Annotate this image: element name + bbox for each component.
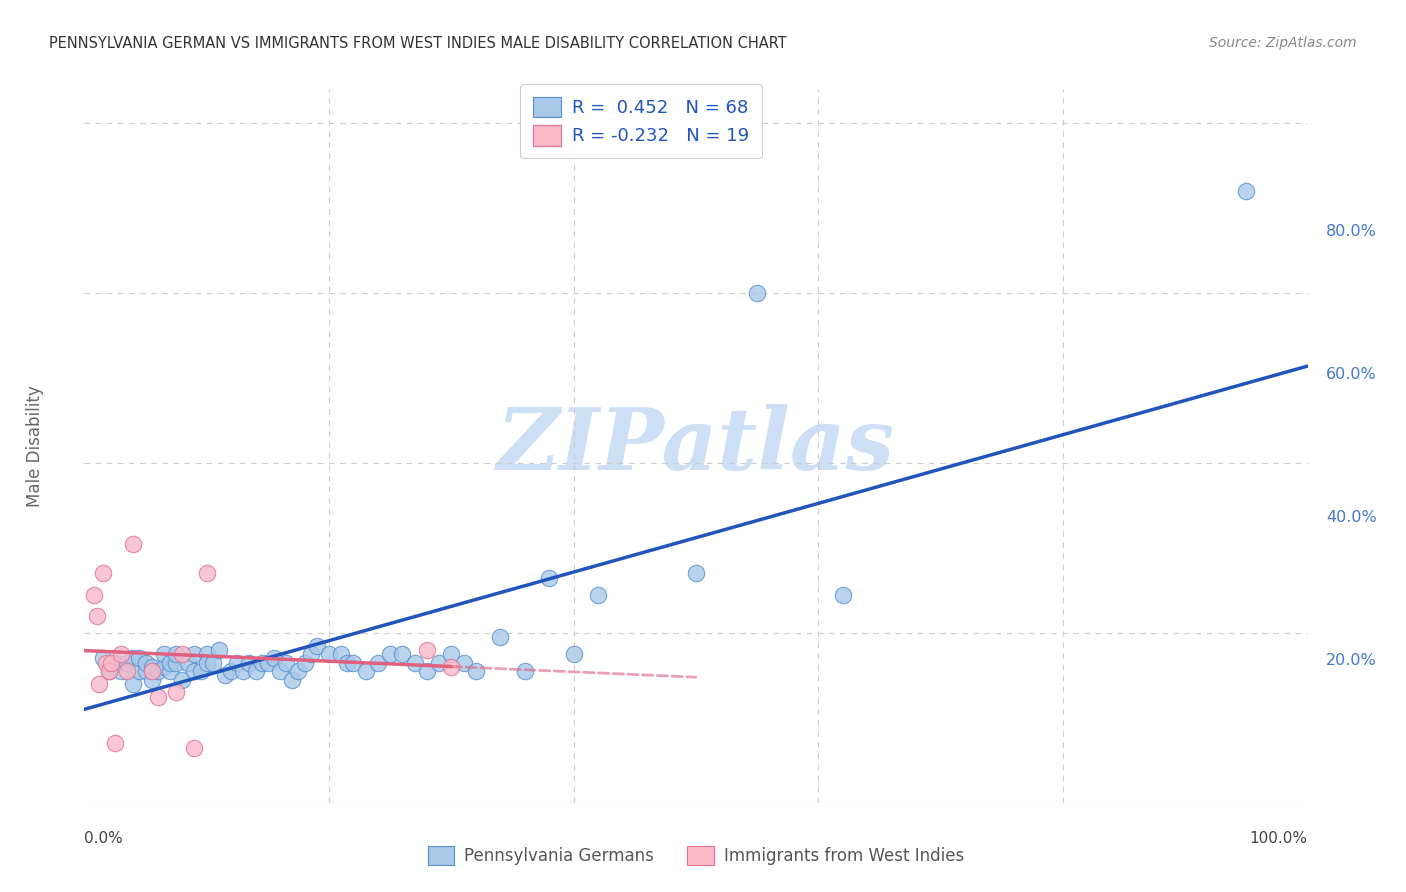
Point — [153, 647, 176, 661]
Point — [195, 656, 218, 670]
Point — [305, 639, 328, 653]
Point — [416, 643, 439, 657]
Point — [115, 664, 138, 678]
Point — [440, 660, 463, 674]
Point — [153, 660, 176, 674]
Point — [100, 656, 122, 670]
Point — [281, 673, 304, 687]
Point — [141, 673, 163, 687]
Text: 40.0%: 40.0% — [1326, 510, 1376, 524]
Point — [342, 656, 364, 670]
Legend: Pennsylvania Germans, Immigrants from West Indies: Pennsylvania Germans, Immigrants from We… — [416, 834, 976, 877]
Point — [513, 664, 536, 678]
Point — [257, 656, 280, 670]
Text: Male Disability: Male Disability — [27, 385, 45, 507]
Point — [416, 664, 439, 678]
Text: 0.0%: 0.0% — [84, 831, 124, 847]
Point — [96, 656, 118, 670]
Point — [269, 664, 291, 678]
Point — [562, 647, 585, 661]
Point — [165, 656, 187, 670]
Point — [276, 656, 298, 670]
Point — [135, 656, 157, 670]
Point — [214, 668, 236, 682]
Point — [97, 664, 120, 678]
Text: ZIPatlas: ZIPatlas — [496, 404, 896, 488]
Point — [91, 566, 114, 581]
Point — [128, 664, 150, 678]
Text: Source: ZipAtlas.com: Source: ZipAtlas.com — [1209, 36, 1357, 50]
Text: 80.0%: 80.0% — [1326, 225, 1376, 239]
Point — [201, 656, 224, 670]
Point — [122, 651, 145, 665]
Point — [287, 664, 309, 678]
Point — [183, 647, 205, 661]
Text: 20.0%: 20.0% — [1326, 653, 1376, 667]
Point — [238, 656, 260, 670]
Point — [427, 656, 450, 670]
Point — [330, 647, 353, 661]
Point — [831, 588, 853, 602]
Point — [489, 630, 512, 644]
Point — [190, 664, 212, 678]
Point — [183, 740, 205, 755]
Point — [464, 664, 486, 678]
Text: 60.0%: 60.0% — [1326, 368, 1376, 382]
Point — [404, 656, 426, 670]
Point — [586, 588, 609, 602]
Point — [195, 647, 218, 661]
Point — [183, 664, 205, 678]
Point — [226, 656, 249, 670]
Point — [250, 656, 273, 670]
Point — [87, 677, 110, 691]
Point — [91, 651, 114, 665]
Point — [263, 651, 285, 665]
Point — [115, 656, 138, 670]
Point — [747, 286, 769, 301]
Point — [172, 673, 194, 687]
Point — [685, 566, 707, 581]
Point — [232, 664, 254, 678]
Point — [391, 647, 413, 661]
Point — [128, 651, 150, 665]
Point — [219, 664, 242, 678]
Point — [294, 656, 316, 670]
Point — [453, 656, 475, 670]
Point — [177, 656, 200, 670]
Point — [299, 647, 322, 661]
Point — [146, 690, 169, 704]
Point — [159, 664, 181, 678]
Point — [122, 537, 145, 551]
Point — [97, 664, 120, 678]
Point — [440, 647, 463, 661]
Point — [146, 664, 169, 678]
Point — [104, 736, 127, 750]
Point — [122, 677, 145, 691]
Point — [86, 608, 108, 623]
Point — [354, 664, 377, 678]
Point — [141, 664, 163, 678]
Text: PENNSYLVANIA GERMAN VS IMMIGRANTS FROM WEST INDIES MALE DISABILITY CORRELATION C: PENNSYLVANIA GERMAN VS IMMIGRANTS FROM W… — [49, 36, 787, 51]
Point — [165, 647, 187, 661]
Text: 100.0%: 100.0% — [1250, 831, 1308, 847]
Point — [195, 566, 218, 581]
Point — [135, 664, 157, 678]
Point — [380, 647, 402, 661]
Point — [1234, 184, 1257, 198]
Point — [172, 647, 194, 661]
Point — [141, 660, 163, 674]
Point — [538, 571, 561, 585]
Point — [318, 647, 340, 661]
Point — [245, 664, 267, 678]
Point — [336, 656, 359, 670]
Point — [110, 647, 132, 661]
Point — [165, 685, 187, 699]
Point — [367, 656, 389, 670]
Point — [208, 643, 231, 657]
Point — [83, 588, 105, 602]
Point — [110, 664, 132, 678]
Point — [104, 656, 127, 670]
Point — [159, 656, 181, 670]
